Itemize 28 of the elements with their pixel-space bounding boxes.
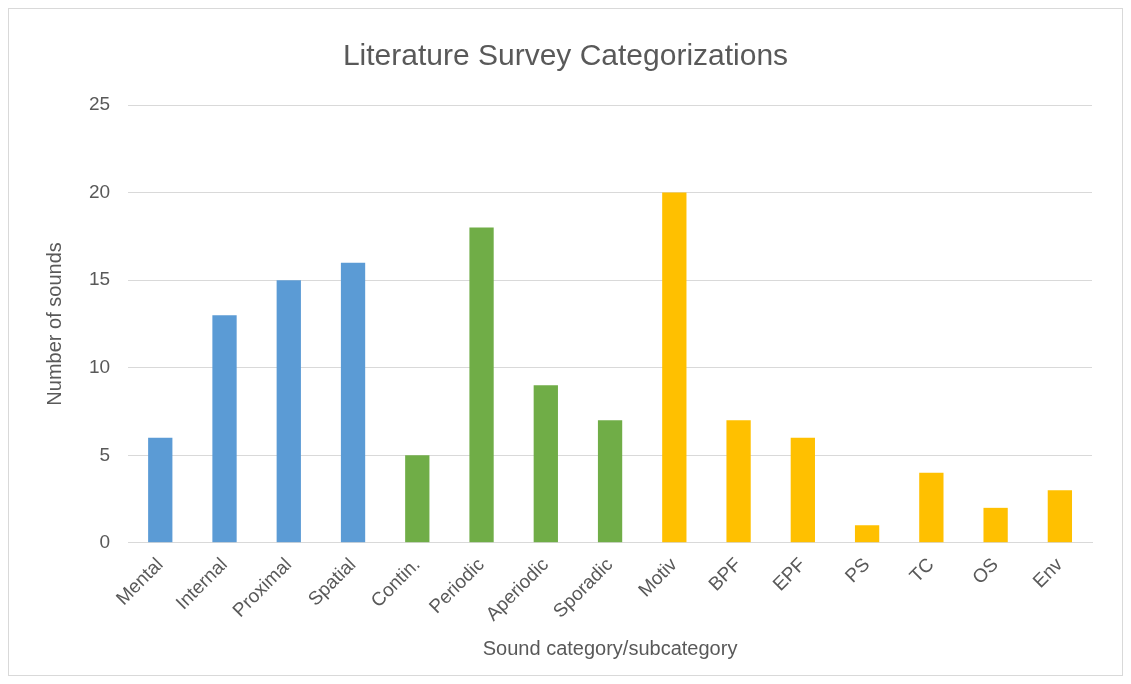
- bar: [726, 420, 751, 543]
- bar: [405, 455, 430, 543]
- x-tick-label: OS: [967, 553, 1003, 588]
- y-axis-title: Number of sounds: [42, 242, 65, 406]
- bar: [597, 420, 623, 543]
- bar: [276, 280, 301, 543]
- x-tick-label: Env: [1028, 553, 1067, 592]
- bar: [854, 525, 880, 543]
- bar: [662, 192, 687, 543]
- bar: [340, 262, 366, 543]
- chart-title: Literature Survey Categorizations: [342, 38, 789, 72]
- y-tick-label: 0: [99, 531, 111, 553]
- y-tick-label: 15: [88, 268, 111, 290]
- y-tick-label: 20: [88, 180, 111, 202]
- bar: [919, 472, 944, 543]
- bar: [212, 315, 237, 543]
- x-tick-label: PS: [840, 553, 874, 587]
- y-tick-label: 5: [99, 443, 111, 465]
- bar: [1047, 490, 1073, 543]
- bar: [148, 437, 173, 543]
- y-tick-label: 10: [88, 355, 111, 377]
- bar: [469, 227, 494, 543]
- x-axis-title: Sound category/subcategory: [482, 636, 738, 659]
- y-tick-label: 25: [88, 93, 111, 115]
- bar: [983, 507, 1008, 543]
- bar: [790, 437, 815, 543]
- x-tick-label: TC: [905, 553, 938, 587]
- bar: [533, 385, 558, 543]
